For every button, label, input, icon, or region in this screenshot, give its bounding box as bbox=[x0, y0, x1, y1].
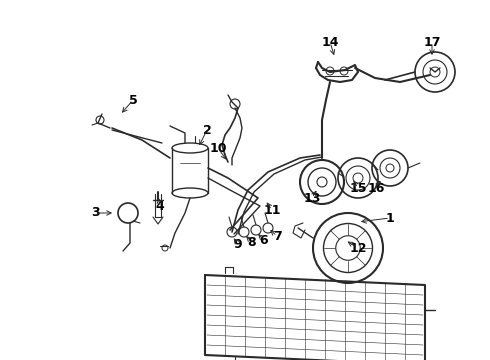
Text: 6: 6 bbox=[260, 234, 269, 247]
Text: 17: 17 bbox=[423, 36, 441, 49]
Text: 16: 16 bbox=[368, 181, 385, 194]
Text: 4: 4 bbox=[156, 201, 164, 213]
Text: 10: 10 bbox=[209, 141, 227, 154]
Text: 9: 9 bbox=[234, 238, 243, 251]
Text: 11: 11 bbox=[263, 203, 281, 216]
Text: 8: 8 bbox=[247, 235, 256, 248]
Text: 15: 15 bbox=[349, 181, 367, 194]
Text: 7: 7 bbox=[272, 230, 281, 243]
Text: 13: 13 bbox=[303, 192, 320, 204]
Text: 12: 12 bbox=[349, 242, 367, 255]
Text: 14: 14 bbox=[321, 36, 339, 49]
Text: 1: 1 bbox=[386, 211, 394, 225]
Text: 3: 3 bbox=[91, 207, 99, 220]
Text: 5: 5 bbox=[129, 94, 137, 107]
Text: 2: 2 bbox=[203, 123, 211, 136]
